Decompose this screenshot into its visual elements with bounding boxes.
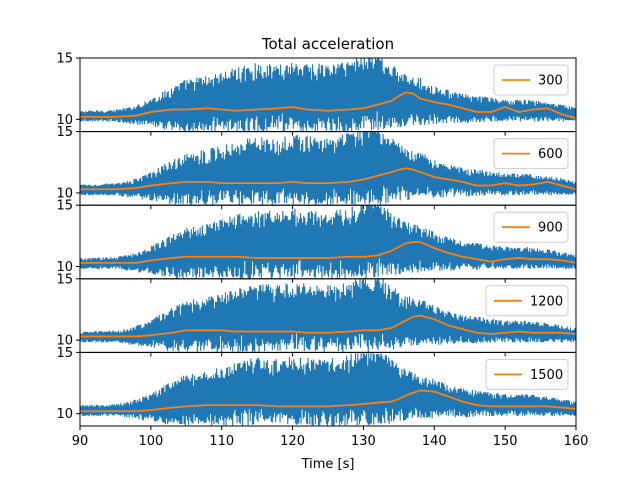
legend-box: [493, 211, 569, 243]
x-axis: 90 100 110 120 130 140 150 160: [72, 434, 589, 449]
subplot-1500: 10 15 1500: [56, 346, 577, 430]
y-tick-label: 15: [56, 125, 73, 140]
raw-signal-line: [80, 278, 576, 353]
y-tick-label: 15: [56, 346, 73, 361]
legend-label: 600: [538, 147, 563, 162]
subplot-900: 10 15 900: [56, 199, 577, 283]
subplot-300: 10 15 300: [56, 52, 577, 136]
subplot-600: 10 15 600: [56, 125, 577, 210]
smoothed-series-line: [80, 241, 576, 264]
x-tick-label: 100: [138, 434, 163, 449]
legend-box: [493, 138, 569, 170]
y-tick-label: 10: [56, 334, 73, 349]
smoothed-series-line: [80, 91, 576, 119]
raw-signal-line: [80, 131, 576, 206]
x-tick-label: 90: [72, 434, 89, 449]
legend-label: 300: [538, 74, 563, 89]
y-tick-label: 10: [56, 260, 73, 275]
y-tick-label: 10: [56, 407, 73, 422]
smoothed-series-line: [80, 314, 576, 338]
y-tick-label: 10: [56, 186, 73, 201]
y-tick-label: 15: [56, 272, 73, 287]
x-tick-label: 140: [422, 434, 447, 449]
subplot-frame: [79, 351, 577, 427]
subplot-1200: 10 15 1200: [56, 272, 577, 357]
x-tick-label: 160: [564, 434, 589, 449]
legend-box: [485, 285, 569, 317]
y-tick-label: 15: [56, 199, 73, 214]
x-tick-label: 110: [209, 434, 234, 449]
legend-label: 900: [538, 221, 563, 236]
legend-label: 1500: [530, 368, 563, 383]
smoothed-series-line: [80, 167, 576, 191]
raw-signal-line: [80, 352, 576, 426]
chart-title: Total acceleration: [261, 35, 394, 53]
x-axis-label: Time [s]: [301, 457, 355, 472]
y-tick-label: 15: [56, 52, 73, 67]
raw-signal-line: [80, 205, 576, 279]
legend-box: [493, 64, 569, 96]
y-tick-label: 10: [56, 113, 73, 128]
raw-signal-line: [80, 58, 576, 132]
x-tick-label: 150: [493, 434, 518, 449]
smoothed-series-line: [80, 389, 576, 413]
legend-box: [485, 358, 569, 390]
x-tick-label: 130: [351, 434, 376, 449]
x-tick-label: 120: [280, 434, 305, 449]
legend-label: 1200: [530, 294, 563, 309]
